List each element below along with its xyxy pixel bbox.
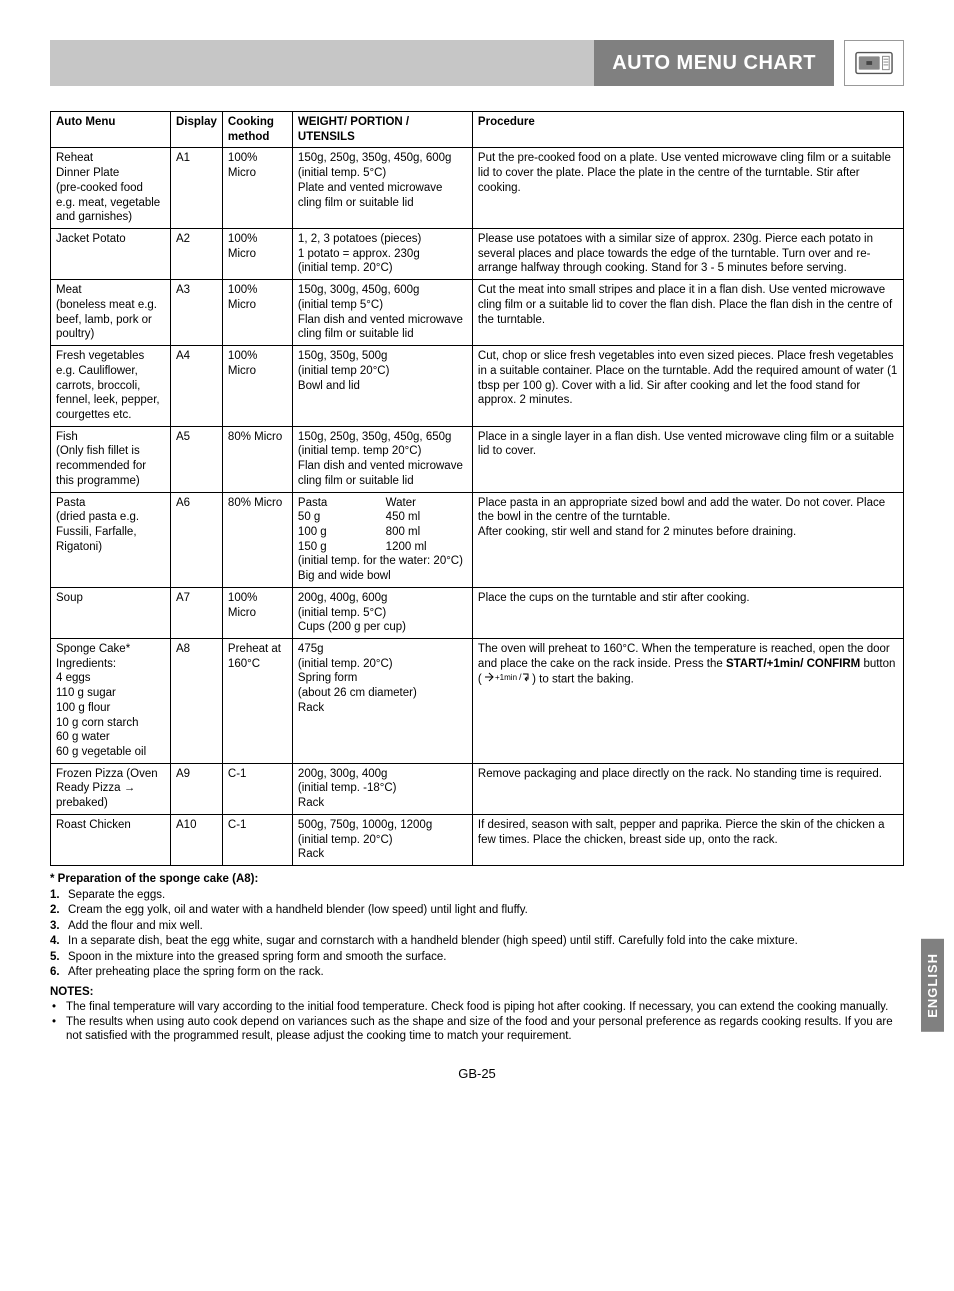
cell-display: A6 — [171, 492, 223, 587]
table-row: Fresh vegetables e.g. Cauliflower, carro… — [51, 346, 904, 427]
cell-method: 80% Micro — [222, 426, 292, 492]
prep-heading: * Preparation of the sponge cake (A8): — [50, 872, 904, 888]
cell-method: 100% Micro — [222, 587, 292, 638]
svg-text:/: / — [519, 672, 522, 682]
cell-weight: 150g, 250g, 350g, 450g, 650g(initial tem… — [292, 426, 472, 492]
th-procedure: Procedure — [472, 112, 903, 148]
cell-procedure: Cut, chop or slice fresh vegetables into… — [472, 346, 903, 427]
cell-method: C-1 — [222, 763, 292, 814]
cell-procedure: Please use potatoes with a similar size … — [472, 229, 903, 280]
cell-procedure: The oven will preheat to 160°C. When the… — [472, 639, 903, 764]
cell-menu: Roast Chicken — [51, 814, 171, 865]
cell-weight: 500g, 750g, 1000g, 1200g(initial temp. 2… — [292, 814, 472, 865]
table-row: Jacket PotatoA2100% Micro1, 2, 3 potatoe… — [51, 229, 904, 280]
th-display: Display — [171, 112, 223, 148]
cell-weight: 200g, 300g, 400g(initial temp. -18°C)Rac… — [292, 763, 472, 814]
prep-step: 2.Cream the egg yolk, oil and water with… — [50, 903, 904, 919]
prep-step: 6.After preheating place the spring form… — [50, 965, 904, 981]
th-menu: Auto Menu — [51, 112, 171, 148]
table-row: Fish(Only fish fillet is recommended for… — [51, 426, 904, 492]
cell-procedure: Cut the meat into small stripes and plac… — [472, 280, 903, 346]
cell-procedure: Put the pre-cooked food on a plate. Use … — [472, 148, 903, 229]
cell-menu: Pasta(dried pasta e.g. Fussili, Farfalle… — [51, 492, 171, 587]
table-row: ReheatDinner Plate(pre-cooked food e.g. … — [51, 148, 904, 229]
page-number: GB-25 — [50, 1066, 904, 1081]
cell-display: A9 — [171, 763, 223, 814]
header-spacer — [50, 40, 594, 86]
cell-menu: Meat(boneless meat e.g. beef, lamb, pork… — [51, 280, 171, 346]
cell-method: 100% Micro — [222, 346, 292, 427]
cell-weight: 200g, 400g, 600g(initial temp. 5°C)Cups … — [292, 587, 472, 638]
cell-method: Preheat at 160°C — [222, 639, 292, 764]
table-row: Pasta(dried pasta e.g. Fussili, Farfalle… — [51, 492, 904, 587]
notes-heading: NOTES: — [50, 985, 904, 1000]
prep-step: 1.Separate the eggs. — [50, 888, 904, 904]
th-method: Cooking method — [222, 112, 292, 148]
cell-menu: Fresh vegetables e.g. Cauliflower, carro… — [51, 346, 171, 427]
table-row: SoupA7100% Micro200g, 400g, 600g(initial… — [51, 587, 904, 638]
cell-menu: Frozen Pizza (Oven Ready Pizza → prebake… — [51, 763, 171, 814]
cell-method: 80% Micro — [222, 492, 292, 587]
cell-display: A2 — [171, 229, 223, 280]
cell-procedure: Remove packaging and place directly on t… — [472, 763, 903, 814]
cell-method: 100% Micro — [222, 280, 292, 346]
header-bar: AUTO MENU CHART — [50, 40, 904, 86]
cell-method: 100% Micro — [222, 148, 292, 229]
prep-step: 4.In a separate dish, beat the egg white… — [50, 934, 904, 950]
cell-weight: 1, 2, 3 potatoes (pieces)1 potato = appr… — [292, 229, 472, 280]
table-row: Sponge Cake*Ingredients:4 eggs110 g suga… — [51, 639, 904, 764]
cell-procedure: Place in a single layer in a flan dish. … — [472, 426, 903, 492]
note-item: The final temperature will vary accordin… — [50, 1000, 904, 1015]
microwave-icon — [844, 40, 904, 86]
cell-procedure: Place pasta in an appropriate sized bowl… — [472, 492, 903, 587]
cell-weight: 150g, 300g, 450g, 600g(initial temp 5°C)… — [292, 280, 472, 346]
table-row: Roast ChickenA10C-1500g, 750g, 1000g, 12… — [51, 814, 904, 865]
cell-weight: 150g, 350g, 500g(initial temp 20°C)Bowl … — [292, 346, 472, 427]
table-row: Meat(boneless meat e.g. beef, lamb, pork… — [51, 280, 904, 346]
header-title: AUTO MENU CHART — [594, 40, 834, 86]
table-header-row: Auto Menu Display Cooking method WEIGHT/… — [51, 112, 904, 148]
cell-display: A4 — [171, 346, 223, 427]
cell-display: A3 — [171, 280, 223, 346]
cell-display: A5 — [171, 426, 223, 492]
notes-block: NOTES: The final temperature will vary a… — [50, 985, 904, 1045]
prep-step: 5.Spoon in the mixture into the greased … — [50, 950, 904, 966]
cell-menu: Jacket Potato — [51, 229, 171, 280]
start-confirm-icon: +1min/ — [485, 671, 529, 688]
svg-text:+1min: +1min — [495, 673, 517, 682]
cell-menu: ReheatDinner Plate(pre-cooked food e.g. … — [51, 148, 171, 229]
cell-weight: 475g(initial temp. 20°C)Spring form(abou… — [292, 639, 472, 764]
cell-procedure: If desired, season with salt, pepper and… — [472, 814, 903, 865]
table-row: Frozen Pizza (Oven Ready Pizza → prebake… — [51, 763, 904, 814]
th-weight: WEIGHT/ PORTION / UTENSILS — [292, 112, 472, 148]
cell-menu: Fish(Only fish fillet is recommended for… — [51, 426, 171, 492]
preparation-notes: * Preparation of the sponge cake (A8): 1… — [50, 872, 904, 981]
cell-menu: Soup — [51, 587, 171, 638]
cell-display: A1 — [171, 148, 223, 229]
cell-menu: Sponge Cake*Ingredients:4 eggs110 g suga… — [51, 639, 171, 764]
cell-method: 100% Micro — [222, 229, 292, 280]
prep-step: 3.Add the flour and mix well. — [50, 919, 904, 935]
cell-weight: PastaWater50 g450 ml100 g800 ml150 g1200… — [292, 492, 472, 587]
cell-method: C-1 — [222, 814, 292, 865]
cell-weight: 150g, 250g, 350g, 450g, 600g(initial tem… — [292, 148, 472, 229]
cell-procedure: Place the cups on the turntable and stir… — [472, 587, 903, 638]
auto-menu-table: Auto Menu Display Cooking method WEIGHT/… — [50, 111, 904, 866]
language-tab: ENGLISH — [921, 939, 944, 1032]
cell-display: A7 — [171, 587, 223, 638]
cell-display: A10 — [171, 814, 223, 865]
cell-display: A8 — [171, 639, 223, 764]
note-item: The results when using auto cook depend … — [50, 1015, 904, 1045]
